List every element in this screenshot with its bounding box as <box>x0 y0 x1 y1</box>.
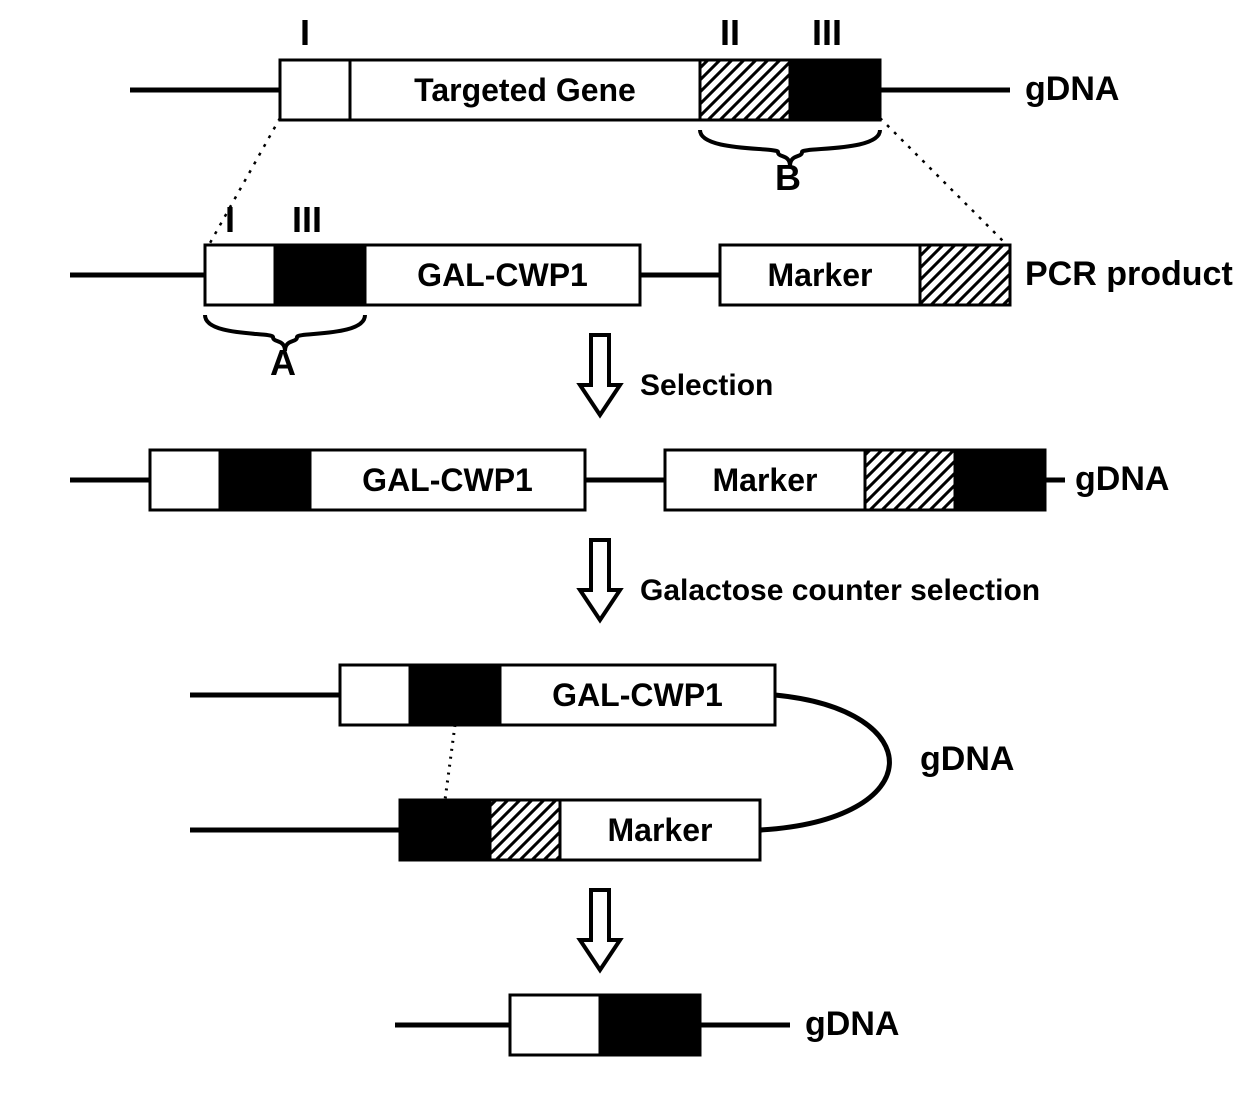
label-text: I <box>300 12 310 53</box>
backbone-line <box>210 118 280 243</box>
segment-label: Marker <box>713 462 818 498</box>
label-text: gDNA <box>1075 460 1169 498</box>
label-text: III <box>292 199 322 240</box>
label-text: III <box>812 12 842 53</box>
label-text: PCR product <box>1025 255 1233 293</box>
label-text: II <box>720 12 740 53</box>
arrow-down-icon <box>580 335 620 415</box>
label-text: gDNA <box>805 1005 899 1043</box>
recombination-dash <box>445 725 455 800</box>
gene-segment <box>955 450 1045 510</box>
label-text: gDNA <box>1025 70 1119 108</box>
segment-label: Marker <box>768 257 873 293</box>
arrow-down-icon <box>580 540 620 620</box>
gene-segment <box>790 60 880 120</box>
label-text: A <box>270 342 296 383</box>
gene-segment <box>920 245 1010 305</box>
label-text: Galactose counter selection <box>640 574 1040 607</box>
gene-segment <box>220 450 310 510</box>
backbone-line <box>880 118 1005 243</box>
arrow-down-icon <box>580 890 620 970</box>
gene-segment <box>510 995 600 1055</box>
gene-segment <box>340 665 410 725</box>
gene-segment <box>700 60 790 120</box>
label-text: I <box>225 199 235 240</box>
segment-label: GAL-CWP1 <box>552 677 723 713</box>
gene-segment <box>205 245 275 305</box>
label-text: Selection <box>640 369 773 402</box>
segment-label: Targeted Gene <box>414 72 636 108</box>
segment-label: GAL-CWP1 <box>417 257 588 293</box>
gene-segment <box>280 60 350 120</box>
gene-segment <box>490 800 560 860</box>
loop-curve <box>760 695 889 830</box>
label-text: B <box>775 157 801 198</box>
label-text: gDNA <box>920 740 1014 778</box>
gene-segment <box>150 450 220 510</box>
segment-label: Marker <box>608 812 713 848</box>
gene-segment <box>275 245 365 305</box>
gene-segment <box>600 995 700 1055</box>
segment-label: GAL-CWP1 <box>362 462 533 498</box>
gene-segment <box>400 800 490 860</box>
gene-segment <box>410 665 500 725</box>
gene-segment <box>865 450 955 510</box>
